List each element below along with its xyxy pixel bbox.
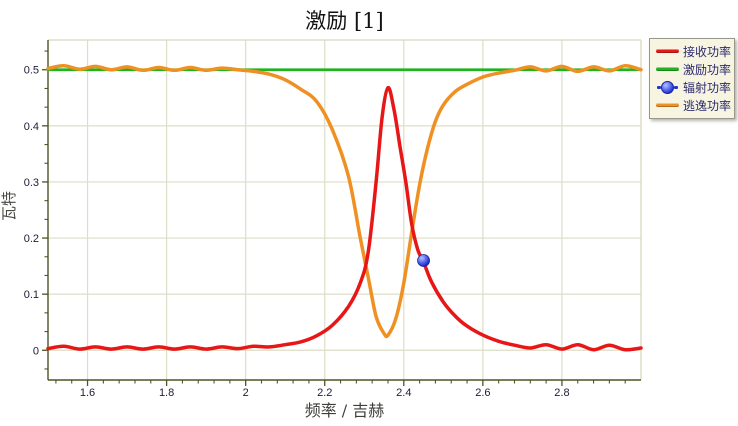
legend-sphere-swatch <box>654 80 680 94</box>
chart-title: 激励 [1] <box>305 9 384 33</box>
legend-item: 激励功率 <box>654 60 732 78</box>
y-tick-label: 0 <box>33 345 39 357</box>
x-tick-label: 1.8 <box>159 387 174 399</box>
x-tick-label: 2.2 <box>317 387 332 399</box>
axis-ticks <box>42 50 626 386</box>
x-tick-label: 2 <box>243 387 249 399</box>
radiated-power-marker <box>417 254 430 267</box>
legend-color-line <box>655 103 679 107</box>
axis-tick-labels: 1.6 1.8 2 2.2 2.4 2.6 2.8 0 0.1 0.2 0.3 0.4 0.5 <box>24 65 570 399</box>
legend-item-label: 辐射功率 <box>683 80 732 95</box>
legend-color-line <box>655 67 679 71</box>
x-tick-label: 1.6 <box>80 387 95 399</box>
legend-line-swatch <box>654 103 680 107</box>
legend-item: 接收功率 <box>654 42 732 60</box>
legend-line-swatch <box>654 49 680 53</box>
legend-color-line <box>655 49 679 53</box>
x-tick-label: 2.6 <box>475 387 490 399</box>
marker-line-stub <box>673 85 678 89</box>
legend-item: 逃逸功率 <box>654 96 732 114</box>
y-tick-label: 0.2 <box>24 233 39 245</box>
y-tick-label: 0.5 <box>24 65 39 77</box>
data-series <box>46 64 643 352</box>
gridlines <box>48 40 641 380</box>
x-axis-label: 频率 / 吉赫 <box>304 401 385 420</box>
legend-item-label: 逃逸功率 <box>683 98 732 113</box>
x-tick-label: 2.8 <box>554 387 569 399</box>
escape-power-curve <box>46 64 643 339</box>
received-power-curve <box>46 85 643 352</box>
axes-frame <box>47 39 642 381</box>
sphere-marker-icon <box>660 80 674 94</box>
x-tick-label: 2.4 <box>396 387 411 399</box>
legend: 接收功率激励功率辐射功率逃逸功率 <box>649 38 735 119</box>
y-tick-label: 0.4 <box>24 121 39 133</box>
legend-item-label: 接收功率 <box>683 44 732 59</box>
y-tick-label: 0.3 <box>24 177 39 189</box>
legend-item: 辐射功率 <box>654 78 732 96</box>
legend-item-label: 激励功率 <box>683 62 732 77</box>
y-tick-label: 0.1 <box>24 289 39 301</box>
y-axis-label: 瓦特 <box>0 191 18 222</box>
marker-line-stub <box>656 85 661 89</box>
legend-line-swatch <box>654 67 680 71</box>
